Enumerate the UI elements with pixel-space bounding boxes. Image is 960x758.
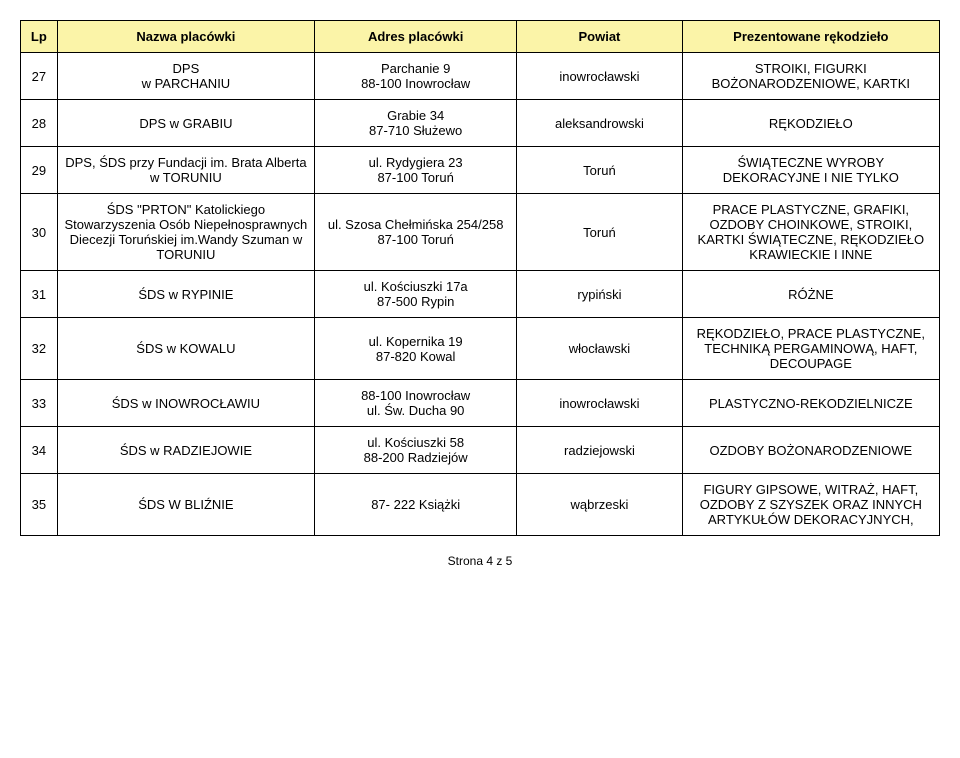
cell-adres: Grabie 3487-710 Służewo [315, 100, 517, 147]
cell-powiat: radziejowski [517, 427, 682, 474]
cell-adres: ul. Rydygiera 2387-100 Toruń [315, 147, 517, 194]
table-row: 32ŚDS w KOWALUul. Kopernika 1987-820 Kow… [21, 318, 940, 380]
col-nazwa: Nazwa placówki [57, 21, 314, 53]
cell-powiat: inowrocławski [517, 53, 682, 100]
cell-lp: 33 [21, 380, 58, 427]
cell-adres: Parchanie 988-100 Inowrocław [315, 53, 517, 100]
cell-nazwa: DPS w GRABIU [57, 100, 314, 147]
cell-nazwa: DPS, ŚDS przy Fundacji im. Brata Alberta… [57, 147, 314, 194]
cell-lp: 30 [21, 194, 58, 271]
cell-lp: 34 [21, 427, 58, 474]
col-powiat: Powiat [517, 21, 682, 53]
cell-nazwa: ŚDS w RADZIEJOWIE [57, 427, 314, 474]
cell-adres: 88-100 Inowrocławul. Św. Ducha 90 [315, 380, 517, 427]
cell-powiat: inowrocławski [517, 380, 682, 427]
cell-powiat: aleksandrowski [517, 100, 682, 147]
cell-rekodzielo: FIGURY GIPSOWE, WITRAŻ, HAFT, OZDOBY Z S… [682, 474, 939, 536]
cell-nazwa: ŚDS w RYPINIE [57, 271, 314, 318]
cell-nazwa: ŚDS W BLIŹNIE [57, 474, 314, 536]
cell-nazwa: DPSw PARCHANIU [57, 53, 314, 100]
cell-rekodzielo: PRACE PLASTYCZNE, GRAFIKI, OZDOBY CHOINK… [682, 194, 939, 271]
table-row: 28DPS w GRABIUGrabie 3487-710 Służewoale… [21, 100, 940, 147]
cell-adres: ul. Kopernika 1987-820 Kowal [315, 318, 517, 380]
cell-adres: ul. Kościuszki 17a87-500 Rypin [315, 271, 517, 318]
cell-lp: 28 [21, 100, 58, 147]
cell-lp: 32 [21, 318, 58, 380]
cell-lp: 27 [21, 53, 58, 100]
cell-rekodzielo: RĘKODZIEŁO, PRACE PLASTYCZNE, TECHNIKĄ P… [682, 318, 939, 380]
table-row: 29DPS, ŚDS przy Fundacji im. Brata Alber… [21, 147, 940, 194]
cell-powiat: włocławski [517, 318, 682, 380]
facilities-table: Lp Nazwa placówki Adres placówki Powiat … [20, 20, 940, 536]
cell-adres: ul. Kościuszki 5888-200 Radziejów [315, 427, 517, 474]
cell-powiat: rypiński [517, 271, 682, 318]
cell-rekodzielo: RÓŻNE [682, 271, 939, 318]
col-lp: Lp [21, 21, 58, 53]
cell-adres: ul. Szosa Chełmińska 254/25887-100 Toruń [315, 194, 517, 271]
cell-rekodzielo: PLASTYCZNO-REKODZIELNICZE [682, 380, 939, 427]
table-header-row: Lp Nazwa placówki Adres placówki Powiat … [21, 21, 940, 53]
cell-nazwa: ŚDS w KOWALU [57, 318, 314, 380]
col-adres: Adres placówki [315, 21, 517, 53]
cell-adres: 87- 222 Książki [315, 474, 517, 536]
cell-nazwa: ŚDS w INOWROCŁAWIU [57, 380, 314, 427]
cell-rekodzielo: RĘKODZIEŁO [682, 100, 939, 147]
cell-rekodzielo: OZDOBY BOŻONARODZENIOWE [682, 427, 939, 474]
table-row: 34ŚDS w RADZIEJOWIEul. Kościuszki 5888-2… [21, 427, 940, 474]
cell-rekodzielo: STROIKI, FIGURKI BOŻONARODZENIOWE, KARTK… [682, 53, 939, 100]
cell-powiat: Toruń [517, 194, 682, 271]
table-row: 33ŚDS w INOWROCŁAWIU88-100 Inowrocławul.… [21, 380, 940, 427]
cell-lp: 29 [21, 147, 58, 194]
cell-powiat: Toruń [517, 147, 682, 194]
col-rekodzielo: Prezentowane rękodzieło [682, 21, 939, 53]
cell-lp: 35 [21, 474, 58, 536]
table-row: 27DPSw PARCHANIUParchanie 988-100 Inowro… [21, 53, 940, 100]
cell-powiat: wąbrzeski [517, 474, 682, 536]
page-footer: Strona 4 z 5 [20, 554, 940, 568]
cell-lp: 31 [21, 271, 58, 318]
table-row: 30ŚDS "PRTON" Katolickiego Stowarzyszeni… [21, 194, 940, 271]
cell-nazwa: ŚDS "PRTON" Katolickiego Stowarzyszenia … [57, 194, 314, 271]
cell-rekodzielo: ŚWIĄTECZNE WYROBY DEKORACYJNE I NIE TYLK… [682, 147, 939, 194]
table-row: 31ŚDS w RYPINIEul. Kościuszki 17a87-500 … [21, 271, 940, 318]
table-row: 35ŚDS W BLIŹNIE87- 222 KsiążkiwąbrzeskiF… [21, 474, 940, 536]
